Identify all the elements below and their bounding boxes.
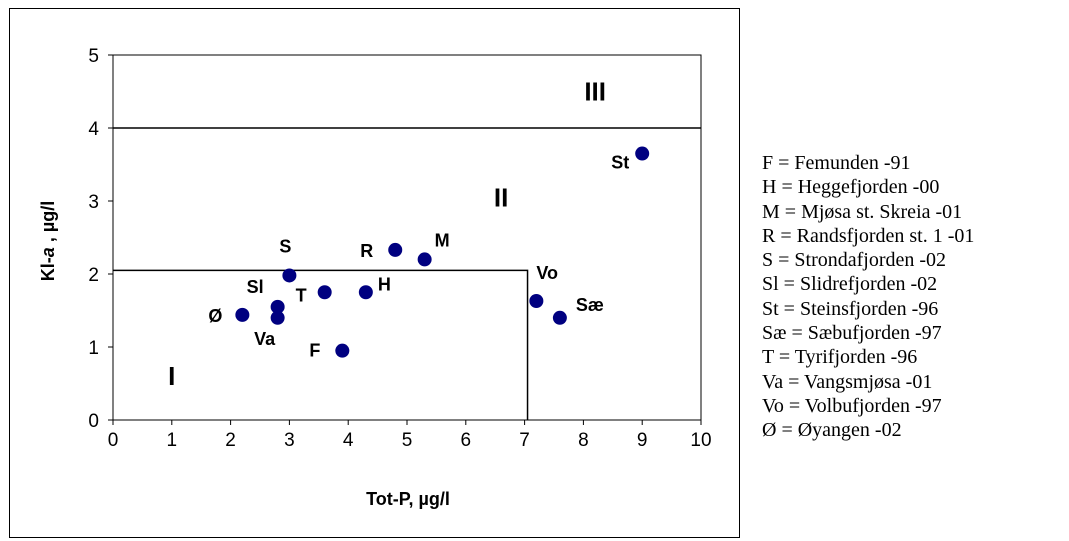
y-tick-label: 4 xyxy=(88,119,99,140)
data-point-label: F xyxy=(309,341,320,361)
legend-item: Ø = Øyangen -02 xyxy=(762,419,902,442)
x-tick-label: 3 xyxy=(284,430,295,451)
region-label: III xyxy=(584,77,606,107)
legend-item: Sæ = Sæbufjorden -97 xyxy=(762,322,942,345)
data-point-label: Va xyxy=(254,329,276,349)
legend-item: Sl = Slidrefjorden -02 xyxy=(762,273,938,296)
plot-area xyxy=(112,54,702,421)
y-tick-label: 2 xyxy=(88,265,99,286)
x-tick-label: 8 xyxy=(578,430,589,451)
y-axis-title: Kl-a , µg/l xyxy=(38,201,58,281)
data-point xyxy=(282,268,297,283)
y-axis-title-part-1: Kl- xyxy=(38,257,58,281)
x-tick-label: 4 xyxy=(343,430,354,451)
legend-item: St = Steinsfjorden -96 xyxy=(762,297,939,320)
legend-item: F = Femunden -91 xyxy=(762,152,911,174)
data-point-label: T xyxy=(296,285,307,305)
data-point xyxy=(417,252,432,267)
data-point-label: Sl xyxy=(247,277,264,297)
data-point xyxy=(270,310,285,325)
y-axis-title-part-3: , µg/l xyxy=(38,201,58,247)
y-tick-label: 0 xyxy=(88,411,99,432)
x-tick-label: 9 xyxy=(637,430,648,451)
data-point xyxy=(552,310,567,325)
data-point-label: R xyxy=(360,241,373,261)
x-tick-label: 5 xyxy=(402,430,413,451)
data-point-label: H xyxy=(378,274,391,294)
x-tick-label: 7 xyxy=(519,430,530,451)
data-point xyxy=(635,146,650,161)
data-point-label: Sæ xyxy=(576,295,604,315)
chart-frame xyxy=(9,8,740,538)
data-point-label: Vo xyxy=(536,263,558,283)
legend-item: R = Randsfjorden st. 1 -01 xyxy=(762,224,975,247)
y-tick-label: 5 xyxy=(88,46,99,67)
data-point-label: S xyxy=(279,236,291,256)
legend-item: Vo = Volbufjorden -97 xyxy=(762,394,942,417)
data-point-label: St xyxy=(611,153,629,173)
y-tick-label: 1 xyxy=(88,338,99,359)
x-tick-label: 6 xyxy=(461,430,472,451)
data-point xyxy=(358,285,373,300)
legend-item: M = Mjøsa st. Skreia -01 xyxy=(762,200,963,223)
data-point xyxy=(335,343,350,358)
x-tick-label: 1 xyxy=(167,430,178,451)
region-label: II xyxy=(494,182,508,212)
legend-item: H = Heggefjorden -00 xyxy=(762,176,940,199)
class-i-boundary-line xyxy=(113,269,529,420)
y-axis-title-part-2: a xyxy=(38,247,58,257)
x-tick-label: 10 xyxy=(690,430,711,451)
legend: F = Femunden -91 H = Heggefjorden -00 M = … xyxy=(762,151,974,443)
data-point-label: M xyxy=(435,230,450,250)
legend-item: T = Tyrifjorden -96 xyxy=(762,346,918,369)
data-point xyxy=(235,307,250,322)
legend-item: Va = Vangsmjøsa -01 xyxy=(762,370,933,393)
legend-item: S = Strondafjorden -02 xyxy=(762,249,947,272)
scatter-chart: 0 1 2 3 4 5 6 7 8 9 10012345IIIIIIFHMRSSlStSæTVaVo… xyxy=(38,46,712,509)
region-label: I xyxy=(168,361,175,391)
data-point xyxy=(317,285,332,300)
data-point xyxy=(388,242,403,257)
x-tick-label: 0 xyxy=(108,430,119,451)
data-point xyxy=(270,299,285,314)
x-tick-label: 2 xyxy=(225,430,236,451)
x-axis-title: Tot-P, µg/l xyxy=(366,489,450,509)
y-tick-label: 3 xyxy=(88,192,99,213)
data-point xyxy=(529,294,544,309)
data-point-label: Ø xyxy=(208,306,222,326)
